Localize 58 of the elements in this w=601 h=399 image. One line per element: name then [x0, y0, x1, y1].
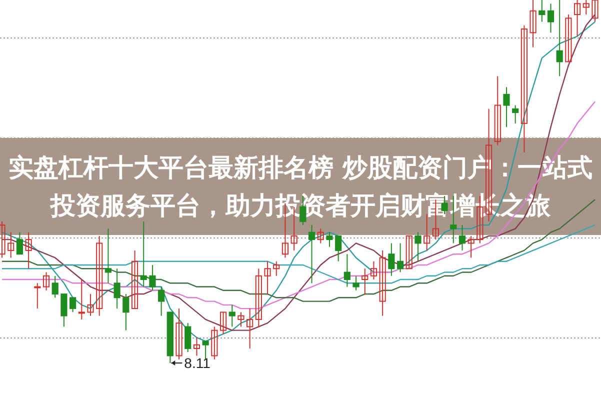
- candlestick: [468, 235, 474, 258]
- candlestick: [344, 254, 350, 288]
- candlestick: [582, 0, 590, 16]
- candlestick: [574, 0, 581, 37]
- candlestick: [114, 268, 120, 310]
- candlestick: [264, 260, 271, 295]
- candlestick: [362, 268, 368, 295]
- candlestick: [25, 232, 32, 270]
- candlestick: [193, 337, 200, 356]
- candlestick: [308, 224, 316, 284]
- candlestick: [184, 322, 192, 353]
- candlestick: [494, 76, 501, 146]
- candlestick: [317, 228, 324, 244]
- candlestick: [396, 242, 404, 273]
- candlestick: [414, 232, 422, 262]
- candlestick: [255, 268, 262, 328]
- candlestick: [592, 0, 598, 22]
- candlestick: [78, 279, 85, 320]
- candlestick: [70, 297, 76, 313]
- candlestick: [52, 275, 58, 298]
- candlestick: [220, 312, 227, 334]
- candlestick: [388, 242, 395, 276]
- candlestick: [352, 275, 360, 291]
- candlestick: [60, 294, 68, 328]
- candlestick: [87, 294, 94, 316]
- candlestick: [547, 3, 554, 34]
- candlestick: [16, 232, 23, 255]
- candlestick: [458, 224, 466, 251]
- candlestick: [42, 272, 50, 291]
- candlestick: [176, 308, 182, 360]
- candlestick: [335, 235, 342, 262]
- candlestick: [96, 235, 103, 316]
- candlestick: [131, 250, 138, 310]
- candlestick: [503, 86, 510, 128]
- candlestick: [520, 24, 528, 153]
- candlestick: [326, 232, 333, 248]
- candlestick: [246, 308, 254, 349]
- candlestick: [530, 0, 536, 48]
- annotation: 8.11: [170, 355, 210, 371]
- candlestick: [211, 326, 218, 360]
- candlestick: [512, 104, 519, 124]
- candlestick: [104, 228, 112, 284]
- candlestick: [140, 220, 147, 288]
- candlestick: [34, 282, 41, 310]
- candlestick: [122, 294, 130, 331]
- candlestick: [370, 260, 378, 280]
- candlestick: [8, 232, 14, 258]
- candlestick: [0, 220, 6, 258]
- candlestick: [158, 286, 165, 316]
- candlestick: [149, 264, 156, 291]
- annotation: 8.11: [184, 355, 211, 371]
- candlestick: [538, 0, 546, 22]
- candlestick: [228, 304, 236, 328]
- candlestick: [202, 340, 209, 360]
- candlestick: [379, 250, 386, 316]
- candlestick: [556, 0, 563, 77]
- candlestick: [273, 260, 280, 276]
- candlestick: [238, 312, 244, 328]
